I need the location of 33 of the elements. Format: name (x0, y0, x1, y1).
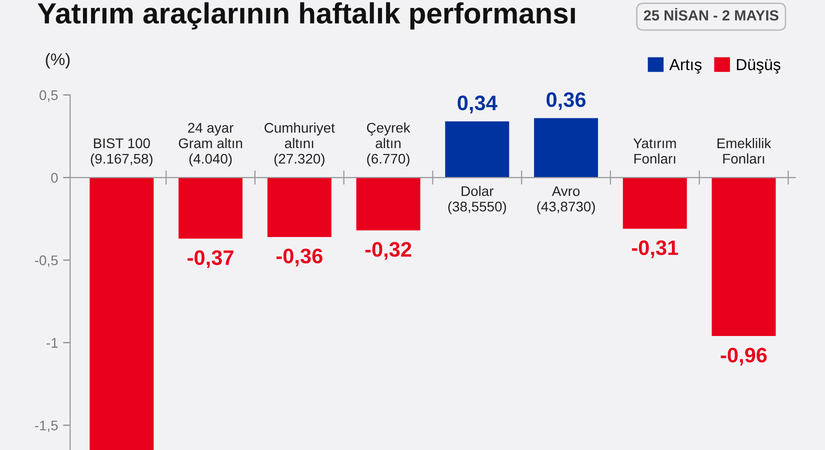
legend-label: Artış (669, 59, 702, 74)
x-tick-label: Emeklilik Fonları (718, 138, 772, 164)
bar (712, 178, 776, 336)
x-tick-label: BIST 100 (9.167,58) (90, 138, 152, 166)
data-label: 0,36 (546, 92, 586, 110)
data-label: -0,36 (276, 248, 322, 266)
bar (622, 178, 687, 229)
legend-label: Düşüş (736, 59, 780, 74)
y-tick-label: -0,5 (35, 255, 58, 267)
bar (90, 178, 154, 450)
bar (445, 121, 510, 178)
bar (178, 178, 243, 239)
bar (356, 178, 420, 230)
data-label: -0,31 (632, 240, 678, 258)
x-tick-label: 24 ayar Gram altın (4.040) (178, 122, 242, 166)
data-label: 0,34 (458, 96, 498, 114)
y-tick-label: 0,5 (40, 90, 58, 102)
y-tick-label: -1,5 (35, 420, 58, 432)
chart-subtitle: 25 NİSAN - 2 MAYIS (644, 8, 778, 21)
bar (534, 118, 598, 178)
x-tick-label: Yatırım Fonları (633, 138, 676, 164)
data-label: -0,32 (365, 242, 412, 260)
y-tick-label: -1 (46, 338, 58, 348)
y-tick-label: 0 (51, 172, 58, 183)
x-tick-label: Cumhuriyet altını (27.320) (264, 122, 335, 166)
x-tick-label: Avro (43,8730) (537, 186, 595, 214)
y-axis-title: (%) (46, 52, 70, 69)
bar (267, 178, 332, 237)
x-tick-label: Dolar (38,5550) (448, 186, 506, 214)
chart-title: Yatırım araçlarının haftalık performansı (38, 2, 575, 30)
data-label: -0,37 (188, 250, 234, 268)
x-tick-label: Çeyrek altın (6.770) (366, 122, 410, 166)
data-label: -0,96 (720, 348, 767, 366)
